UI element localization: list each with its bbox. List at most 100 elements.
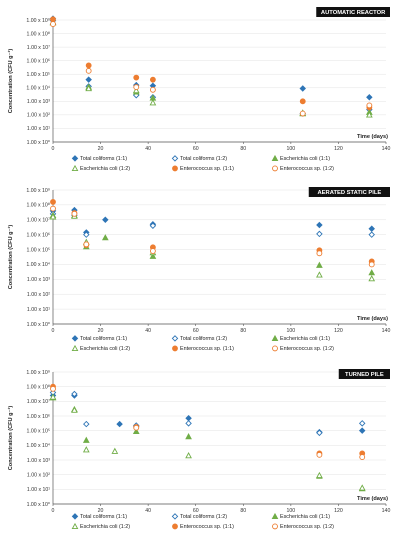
x-tick-label: 140 [382,508,391,514]
legend-marker [272,523,278,530]
data-point-series-1 [185,414,192,422]
data-point-series-6 [50,205,56,212]
x-tick-label: 0 [52,508,55,514]
x-axis-title: Time (days) [357,496,388,502]
data-point-series-3 [316,261,323,268]
x-tick-label: 100 [287,328,296,334]
data-point-series-3 [101,234,109,241]
y-axis-title: Concentration (CFU g⁻¹) [7,49,14,114]
y-tick-label: 1.00 x 10⁶ [27,58,50,64]
chart-title: AERATED STATIC PILE [317,190,381,196]
data-point-series-1 [358,427,366,434]
data-point-series-5 [133,74,140,81]
y-tick-label: 1.00 x 10⁸ [26,384,50,390]
y-tick-label: 1.00 x 10⁹ [26,188,50,194]
x-tick-label: 60 [193,146,199,152]
legend-marker [71,344,79,352]
x-tick-label: 100 [287,146,296,152]
data-point-series-6 [359,454,366,460]
x-tick-label: 20 [98,328,104,334]
data-point-series-6 [149,86,156,93]
x-tick-label: 120 [334,328,343,334]
legend-marker [172,345,178,352]
legend-marker [171,513,179,520]
data-point-series-5 [149,76,156,83]
y-tick-label: 1.00 x 10¹ [27,126,50,132]
legend-marker [272,345,278,352]
data-point-series-6 [50,385,56,392]
chart-title-box [316,7,390,17]
x-tick-label: 0 [52,146,55,152]
y-tick-label: 1.00 x 10² [27,472,50,478]
data-point-series-3 [149,252,157,259]
legend-marker [171,335,179,342]
data-point-series-3 [82,436,90,443]
x-tick-label: 120 [334,508,343,514]
data-point-series-4 [365,111,373,118]
legend-marker [71,522,79,530]
y-tick-label: 1.00 x 10⁴ [26,443,50,449]
x-tick-label: 140 [382,328,391,334]
data-point-series-4 [368,275,376,282]
legend-entry-label: Total coliforms (1:2) [180,156,227,162]
legend-entry-label: Total coliforms (1:1) [80,336,127,342]
data-point-series-6 [149,248,156,254]
data-point-series-6 [133,424,140,431]
legend-entry-label: Escherichia coli (1:2) [80,346,130,352]
y-tick-label: 1.00 x 10⁶ [27,232,50,238]
y-tick-label: 1.00 x 10³ [27,99,50,105]
data-point-series-2 [316,230,323,238]
legend-entry-label: Enterococcus sp. (1:1) [180,346,234,352]
data-point-series-6 [316,451,323,458]
y-tick-label: 1.00 x 10¹ [27,487,50,493]
y-tick-label: 1.00 x 10¹ [27,307,50,313]
data-point-series-5 [85,62,92,69]
data-point-series-1 [368,225,375,232]
legend-entry-label: Total coliforms (1:1) [80,514,127,520]
data-point-series-6 [316,250,323,257]
chart-title: TURNED PILE [345,372,384,378]
legend-entry-label: Total coliforms (1:2) [180,336,227,342]
data-point-series-2 [83,231,90,238]
y-tick-label: 1.00 x 10⁰ [27,502,50,508]
y-tick-label: 1.00 x 10⁰ [27,140,50,146]
y-axis-title: Concentration (CFU g⁻¹) [7,225,14,290]
legend-marker [271,512,279,520]
data-point-series-4 [316,471,323,479]
legend-marker [271,154,279,162]
chart-title-box [308,187,390,197]
data-point-series-2 [358,420,366,427]
data-point-series-4 [82,446,90,453]
x-tick-label: 20 [98,508,104,514]
legend-marker [272,165,278,172]
data-point-series-5 [50,16,56,23]
y-tick-label: 1.00 x 10⁹ [26,18,50,24]
data-point-series-4 [111,447,119,454]
y-tick-label: 1.00 x 10⁶ [27,414,50,420]
data-point-series-4 [185,452,192,459]
data-point-series-2 [83,420,90,428]
data-point-series-5 [50,198,56,205]
x-tick-label: 40 [145,146,151,152]
y-tick-label: 1.00 x 10⁵ [27,247,51,253]
legend-marker [172,165,178,172]
legend-entry-label: Escherichia coli (1:1) [280,514,330,520]
y-tick-label: 1.00 x 10⁸ [26,31,50,37]
data-point-series-4 [85,84,93,92]
y-tick-label: 1.00 x 10⁵ [27,72,51,78]
legend-marker [171,155,179,162]
legend-marker [271,334,279,342]
legend-entry-label: Escherichia coli (1:2) [80,166,130,172]
legend-marker [172,523,178,530]
y-tick-label: 1.00 x 10² [27,292,50,298]
data-point-series-1 [299,85,306,92]
x-tick-label: 40 [145,328,151,334]
legend-entry-label: Enterococcus sp. (1:2) [280,166,334,172]
x-tick-label: 120 [334,146,343,152]
data-point-series-4 [316,271,323,278]
data-point-series-1 [316,221,323,229]
x-tick-label: 60 [193,328,199,334]
x-tick-label: 100 [287,508,296,514]
data-point-series-2 [71,390,78,398]
